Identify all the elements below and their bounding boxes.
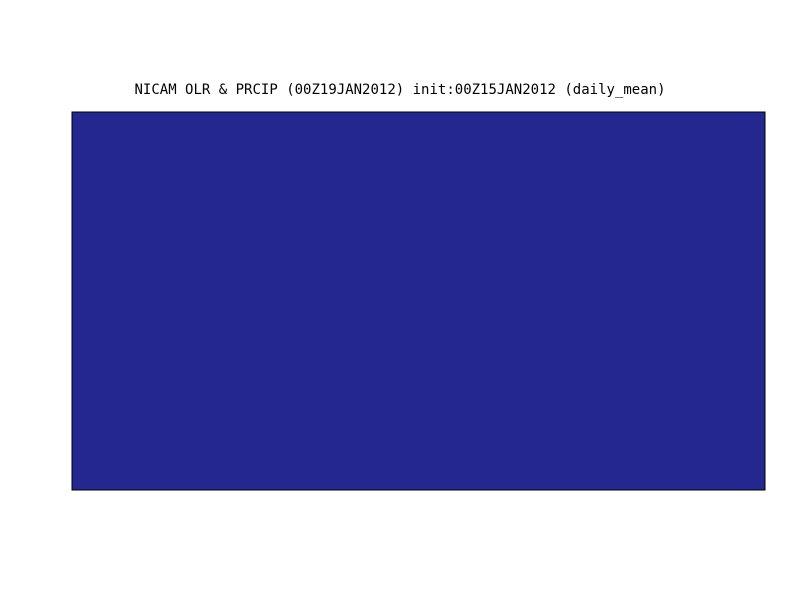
map-title: NICAM OLR & PRCIP (00Z19JAN2012) init:00… [134,82,665,98]
ocean-background [72,112,765,490]
map-area [72,112,765,490]
map-frame [71,111,766,491]
